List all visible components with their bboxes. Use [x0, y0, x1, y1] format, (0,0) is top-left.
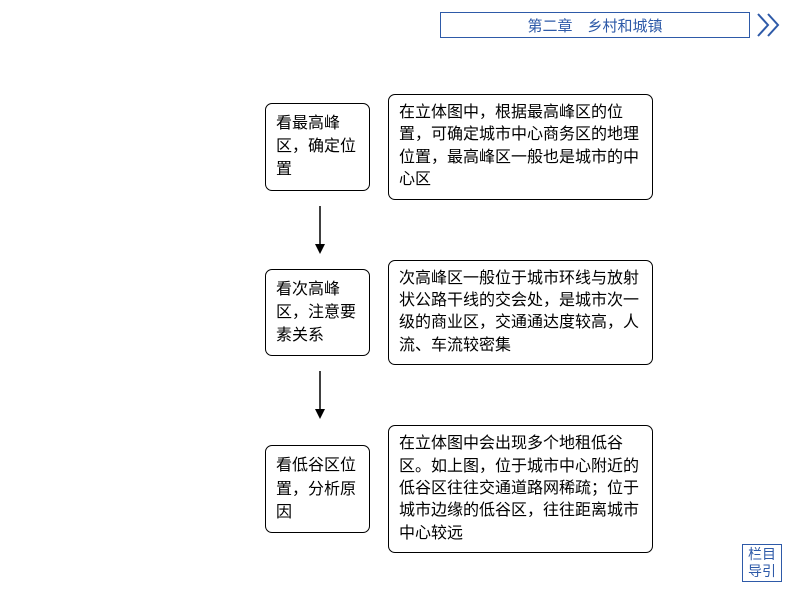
step-1-desc: 在立体图中，根据最高峰区的位置，可确定城市中心商务区的地理位置，最高峰区一般也是… [388, 94, 653, 200]
nav-badge-line1: 栏目 [748, 546, 776, 563]
nav-badge-line2: 导引 [748, 563, 776, 580]
chevron-right-icon [756, 12, 786, 38]
flow-step-3: 看低谷区位置，分析原因 在立体图中会出现多个地租低谷区。如上图，位于城市中心附近… [265, 425, 680, 553]
arrow-down-icon [313, 371, 680, 419]
step-2-desc: 次高峰区一般位于城市环线与放射状公路干线的交会处，是城市次一级的商业区，交通通达… [388, 260, 653, 366]
step-3-desc: 在立体图中会出现多个地租低谷区。如上图，位于城市中心附近的低谷区往往交通道路网稀… [388, 425, 653, 553]
step-2-title: 看次高峰区，注意要素关系 [265, 269, 370, 357]
chapter-title: 第二章 乡村和城镇 [527, 15, 662, 36]
flow-step-2: 看次高峰区，注意要素关系 次高峰区一般位于城市环线与放射状公路干线的交会处，是城… [265, 260, 680, 366]
flowchart: 看最高峰区，确定位置 在立体图中，根据最高峰区的位置，可确定城市中心商务区的地理… [265, 94, 680, 553]
flow-step-1: 看最高峰区，确定位置 在立体图中，根据最高峰区的位置，可确定城市中心商务区的地理… [265, 94, 680, 200]
arrow-down-icon [313, 206, 680, 254]
chapter-banner: 第二章 乡村和城镇 [440, 12, 750, 38]
step-3-title: 看低谷区位置，分析原因 [265, 445, 370, 533]
nav-badge[interactable]: 栏目 导引 [742, 544, 782, 582]
step-1-title: 看最高峰区，确定位置 [265, 103, 370, 191]
